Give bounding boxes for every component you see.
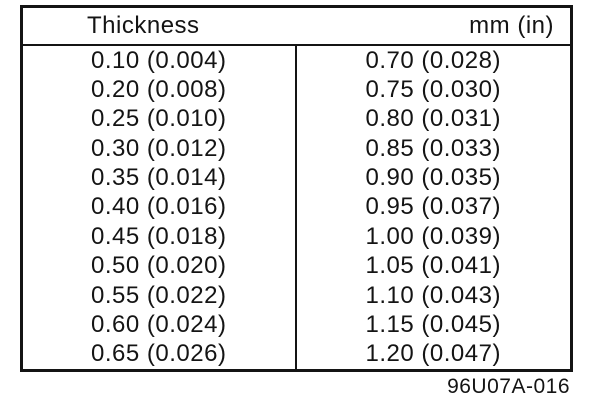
table-cell: 0.90 (0.035) xyxy=(365,164,501,192)
table-cell: 0.75 (0.030) xyxy=(365,76,501,104)
table-cell: 1.10 (0.043) xyxy=(365,281,501,309)
thickness-conversion-table: Thickness mm (in) 0.10 (0.004) 0.20 (0.00… xyxy=(20,5,573,372)
table-cell: 1.20 (0.047) xyxy=(365,340,501,368)
table-cell: 0.65 (0.026) xyxy=(91,340,227,368)
table-right-column: 0.70 (0.028) 0.75 (0.030) 0.80 (0.031) 0.85… xyxy=(297,46,571,369)
figure-reference-code: 96U07A-016 xyxy=(447,375,570,398)
table-cell: 0.95 (0.037) xyxy=(365,193,501,221)
table-cell: 0.20 (0.008) xyxy=(91,76,227,104)
table-cell: 1.15 (0.045) xyxy=(365,310,501,338)
table-left-column: 0.10 (0.004) 0.20 (0.008) 0.25 (0.010) 0.30… xyxy=(23,46,297,369)
header-unit-label: mm (in) xyxy=(469,12,554,39)
table-body: 0.10 (0.004) 0.20 (0.008) 0.25 (0.010) 0.30… xyxy=(23,46,570,369)
table-cell: 0.40 (0.016) xyxy=(91,193,227,221)
table-cell: 0.80 (0.031) xyxy=(365,105,501,133)
table-cell: 0.55 (0.022) xyxy=(91,281,227,309)
table-cell: 0.60 (0.024) xyxy=(91,310,227,338)
table-cell: 1.00 (0.039) xyxy=(365,222,501,250)
table-header-row: Thickness mm (in) xyxy=(23,8,570,46)
table-cell: 0.45 (0.018) xyxy=(91,222,227,250)
table-cell: 0.50 (0.020) xyxy=(91,252,227,280)
table-cell: 0.85 (0.033) xyxy=(365,134,501,162)
header-thickness-label: Thickness xyxy=(87,12,200,39)
table-cell: 0.70 (0.028) xyxy=(365,46,501,74)
table-cell: 0.10 (0.004) xyxy=(91,46,227,74)
table-cell: 0.35 (0.014) xyxy=(91,164,227,192)
table-cell: 1.05 (0.041) xyxy=(365,252,501,280)
table-cell: 0.30 (0.012) xyxy=(91,134,227,162)
table-cell: 0.25 (0.010) xyxy=(91,105,227,133)
